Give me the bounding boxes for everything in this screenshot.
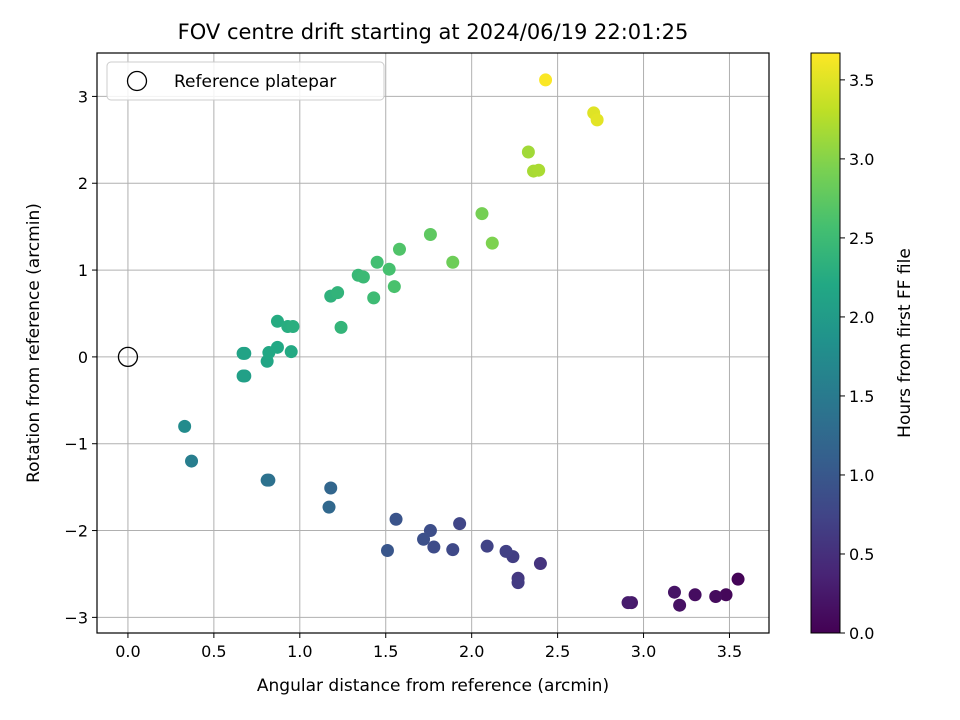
data-point	[475, 207, 489, 221]
data-point	[380, 544, 394, 558]
colorbar-tick-label: 3.5	[849, 71, 874, 90]
legend-entry-reference: Reference platepar	[174, 72, 336, 92]
data-point	[370, 255, 384, 269]
y-tick-label: 1	[78, 261, 88, 280]
data-point	[270, 314, 284, 328]
data-point	[236, 346, 250, 360]
reference-marker-group	[117, 346, 139, 368]
y-axis-label: Rotation from reference (arcmin)	[24, 203, 44, 483]
data-point	[356, 270, 370, 284]
colorbar-tick-label: 0.5	[849, 545, 874, 564]
data-point	[446, 543, 460, 557]
data-point	[511, 576, 525, 590]
data-point	[423, 524, 437, 538]
colorbar-tick-label: 1.5	[849, 387, 874, 406]
y-tick-label: 3	[78, 87, 88, 106]
data-point	[334, 320, 348, 334]
data-point	[270, 340, 284, 354]
data-point	[485, 236, 499, 250]
data-point	[392, 242, 406, 256]
plot-frame	[96, 52, 770, 634]
data-point	[673, 598, 687, 612]
data-point	[387, 280, 401, 294]
data-point	[667, 585, 681, 599]
y-tick-label: −2	[64, 522, 88, 541]
y-axis-ticks: −3 −2 −1 0 1 2 3	[64, 87, 97, 627]
colorbar-tick-label: 1.0	[849, 466, 874, 485]
data-point	[417, 532, 431, 546]
data-point	[382, 262, 396, 276]
data-point	[453, 517, 467, 531]
data-point	[731, 572, 745, 586]
x-tick-label: 1.0	[287, 642, 312, 661]
colorbar-ticks: 0.0 0.5 1.0 1.5 2.0 2.5 3.0 3.5	[840, 71, 874, 643]
legend: Reference platepar	[106, 61, 385, 101]
data-point	[389, 512, 403, 526]
data-point	[709, 590, 723, 604]
data-point	[185, 454, 199, 468]
data-points	[178, 73, 745, 612]
data-point	[331, 286, 345, 300]
data-point	[284, 345, 298, 359]
data-point	[446, 255, 460, 269]
data-point	[423, 227, 437, 241]
grid-lines	[97, 53, 769, 633]
data-point	[621, 596, 635, 610]
x-axis-ticks: 0.0 0.5 1.0 1.5 2.0 2.5 3.0 3.5	[115, 633, 742, 661]
x-tick-label: 0.0	[115, 642, 140, 661]
data-point	[367, 291, 381, 305]
colorbar-tick-label: 2.5	[849, 229, 874, 248]
data-point	[324, 481, 338, 495]
y-tick-label: −3	[64, 608, 88, 627]
data-point	[533, 557, 547, 571]
data-point	[427, 540, 441, 554]
data-point	[178, 419, 192, 433]
data-point	[521, 145, 535, 159]
data-point	[539, 73, 553, 87]
x-tick-label: 3.0	[631, 642, 656, 661]
colorbar	[810, 52, 841, 634]
data-point	[532, 163, 546, 177]
legend-marker	[126, 70, 148, 92]
y-tick-label: −1	[64, 435, 88, 454]
data-point	[286, 320, 300, 334]
colorbar-tick-label: 2.0	[849, 308, 874, 327]
data-point	[719, 588, 733, 602]
chart-title: FOV centre drift starting at 2024/06/19 …	[178, 20, 689, 44]
x-tick-label: 2.0	[459, 642, 484, 661]
y-tick-label: 0	[78, 348, 88, 367]
data-point	[688, 588, 702, 602]
x-axis-label: Angular distance from reference (arcmin)	[257, 676, 609, 696]
legend-box	[106, 61, 385, 101]
data-point	[590, 113, 604, 127]
y-tick-label: 2	[78, 174, 88, 193]
data-point	[260, 473, 274, 487]
x-tick-label: 1.5	[373, 642, 398, 661]
data-point	[236, 369, 250, 383]
colorbar-label: Hours from first FF file	[895, 248, 915, 438]
colorbar-tick-label: 3.0	[849, 150, 874, 169]
x-tick-label: 0.5	[201, 642, 226, 661]
x-tick-label: 3.5	[717, 642, 742, 661]
x-tick-label: 2.5	[545, 642, 570, 661]
reference-marker	[117, 346, 139, 368]
data-point	[322, 500, 336, 514]
colorbar-tick-label: 0.0	[849, 624, 874, 643]
data-point	[499, 544, 513, 558]
data-point	[480, 539, 494, 553]
